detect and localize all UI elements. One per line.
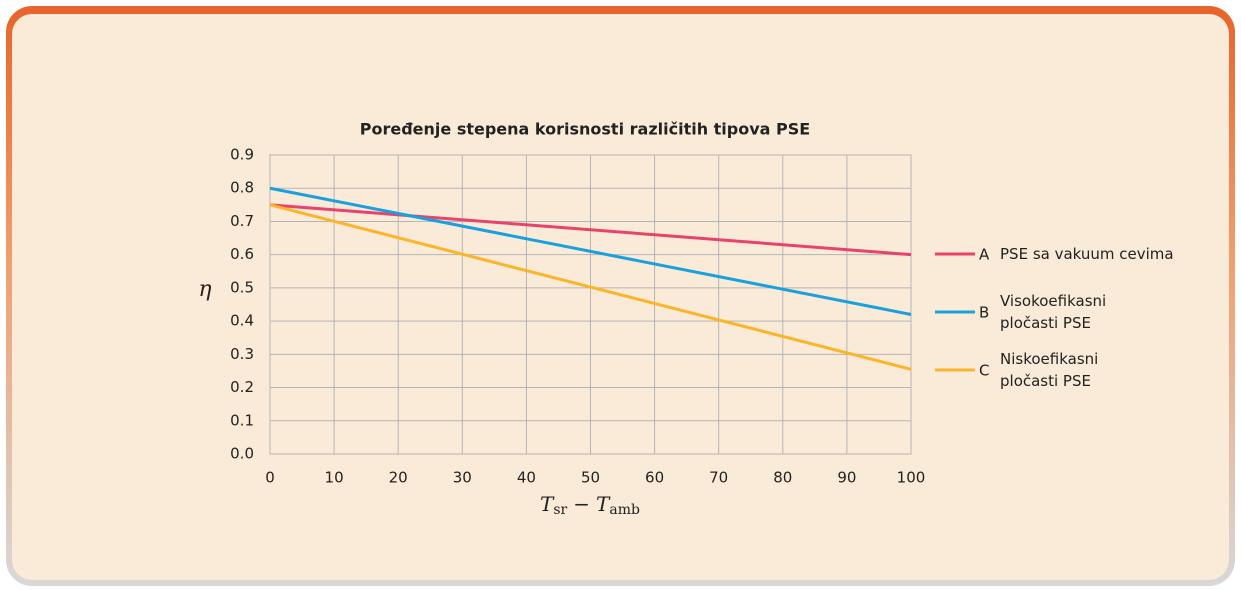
series-line — [269, 203, 912, 371]
x-tick-label: 50 — [581, 469, 600, 487]
legend-label: PSE sa vakuum cevima — [1000, 245, 1174, 263]
x-axis-label: Tsr − Tamb — [540, 492, 640, 519]
legend-label: Niskoefikasni pločasti PSE — [1000, 350, 1099, 390]
y-tick-label: 0.4 — [230, 312, 254, 330]
legend-label: Visokoefikasni pločasti PSE — [1000, 292, 1107, 332]
x-tick-label: 30 — [453, 469, 472, 487]
x-axis-label-part: sr — [553, 502, 567, 518]
legend-key: C — [979, 362, 989, 380]
legend-key: B — [979, 304, 989, 322]
x-tick-label: 90 — [837, 469, 856, 487]
chart-title: Poređenje stepena korisnosti različitih … — [360, 120, 810, 139]
x-axis-label-part: T — [596, 492, 611, 516]
panel — [12, 14, 1229, 580]
x-tick-label: 10 — [325, 469, 344, 487]
y-tick-label: 0.1 — [230, 411, 254, 429]
frame — [6, 6, 1235, 586]
y-tick-label: 0.7 — [230, 212, 254, 230]
series-line — [269, 203, 912, 257]
y-axis-label: η — [198, 277, 211, 302]
y-tick-label: 0.6 — [230, 245, 254, 263]
y-tick-label: 0.8 — [230, 179, 254, 197]
x-tick-label: 60 — [645, 469, 664, 487]
x-axis-label-part: − — [573, 492, 590, 516]
x-tick-label: 100 — [897, 469, 926, 487]
series-line — [269, 186, 912, 316]
y-tick-label: 0.2 — [230, 378, 254, 396]
x-tick-label: 20 — [389, 469, 408, 487]
x-axis-label-part: T — [540, 492, 555, 516]
y-tick-label: 0.0 — [230, 445, 254, 463]
x-tick-label: 70 — [709, 469, 728, 487]
y-tick-label: 0.9 — [230, 146, 254, 164]
legend-key: A — [979, 246, 990, 264]
y-tick-label: 0.5 — [230, 278, 254, 296]
x-tick-label: 40 — [517, 469, 536, 487]
x-tick-label: 80 — [773, 469, 792, 487]
x-axis-label-part: amb — [609, 502, 640, 518]
y-tick-label: 0.3 — [230, 345, 254, 363]
x-tick-label: 0 — [265, 469, 275, 487]
